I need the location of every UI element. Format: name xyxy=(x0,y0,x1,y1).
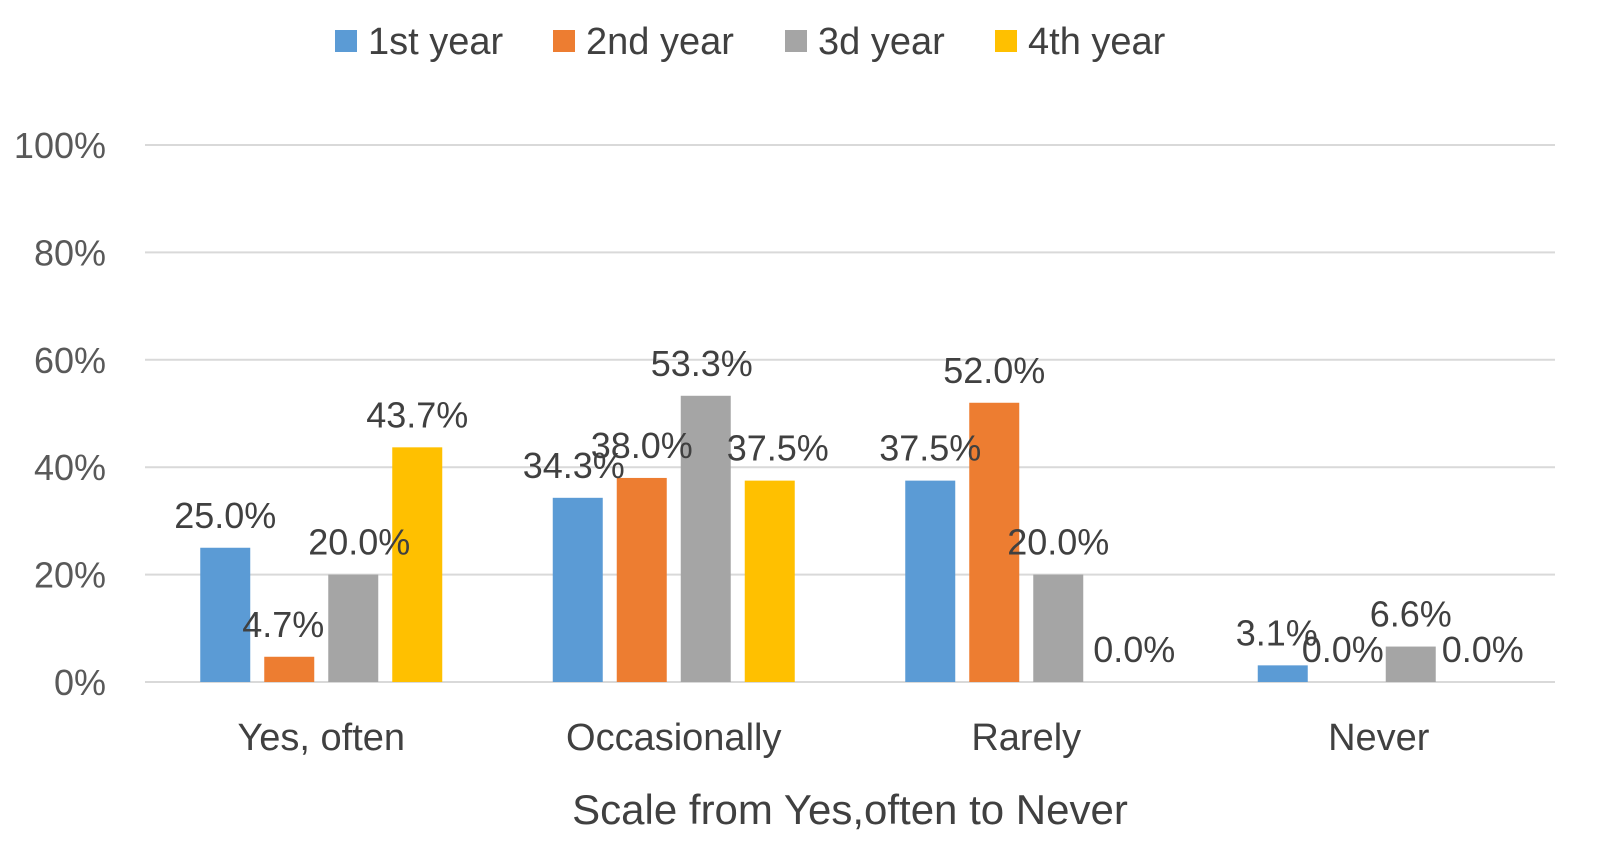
legend-swatch xyxy=(785,30,807,52)
y-tick-label: 20% xyxy=(34,555,106,596)
bar xyxy=(200,547,251,682)
bar xyxy=(680,395,731,682)
legend-item: 1st year xyxy=(335,21,504,63)
gridlines xyxy=(145,144,1555,683)
legend-label: 3d year xyxy=(818,21,945,63)
y-tick-label: 40% xyxy=(34,447,106,488)
data-label: 6.6% xyxy=(1370,594,1452,635)
legend-item: 3d year xyxy=(785,21,945,63)
legend-item: 4th year xyxy=(995,21,1166,63)
bar xyxy=(744,480,795,682)
legend-swatch xyxy=(335,30,357,52)
data-label: 25.0% xyxy=(174,495,276,536)
data-label: 37.5% xyxy=(727,428,829,469)
legend-swatch xyxy=(995,30,1017,52)
legend: 1st year 2nd year 3d year 4th year xyxy=(335,21,1166,63)
x-category-label: Yes, often xyxy=(237,717,405,759)
legend-label: 4th year xyxy=(1028,21,1166,63)
bars xyxy=(200,395,1436,682)
bar xyxy=(552,497,603,682)
data-label: 0.0% xyxy=(1302,629,1384,670)
data-label: 52.0% xyxy=(943,350,1045,391)
legend-label: 2nd year xyxy=(586,21,734,63)
bar xyxy=(392,447,443,682)
data-label: 53.3% xyxy=(651,343,753,384)
bar xyxy=(328,574,379,682)
bar xyxy=(264,656,315,682)
data-labels: 25.0% 4.7% 20.0% 43.7% 34.3%38.0% 53.3% 37.5% 3… xyxy=(174,343,1524,670)
x-axis-category-labels: Yes, often Occasionally Rarely Never xyxy=(237,717,1429,759)
bar xyxy=(1385,646,1436,682)
bar xyxy=(905,480,956,682)
bar xyxy=(1033,574,1084,682)
bar xyxy=(1257,665,1308,682)
legend-item: 2nd year xyxy=(553,21,734,63)
data-label: 43.7% xyxy=(366,394,468,435)
data-label: 38.0% xyxy=(591,425,693,466)
bar xyxy=(616,477,667,682)
data-label: 3.1% xyxy=(1236,612,1318,653)
data-label: 4.7% xyxy=(242,604,324,645)
data-label: 34.3% xyxy=(523,445,625,486)
data-label: 0.0% xyxy=(1093,629,1175,670)
y-tick-label: 0% xyxy=(54,662,106,703)
bar xyxy=(969,402,1020,682)
data-label: 37.5% xyxy=(879,428,981,469)
data-label: 20.0% xyxy=(1007,522,1109,563)
y-tick-label: 80% xyxy=(34,232,106,273)
y-axis-tick-labels: 0% 20% 40% 60% 80% 100% xyxy=(14,125,106,703)
x-axis-title: Scale from Yes,often to Never xyxy=(572,786,1128,833)
y-tick-label: 100% xyxy=(14,125,106,166)
x-category-label: Rarely xyxy=(971,717,1081,759)
data-label: 0.0% xyxy=(1442,629,1524,670)
legend-swatch xyxy=(553,30,575,52)
x-category-label: Never xyxy=(1328,717,1430,759)
legend-label: 1st year xyxy=(368,21,504,63)
y-tick-label: 60% xyxy=(34,340,106,381)
x-category-label: Occasionally xyxy=(566,717,781,759)
data-label: 20.0% xyxy=(308,522,410,563)
